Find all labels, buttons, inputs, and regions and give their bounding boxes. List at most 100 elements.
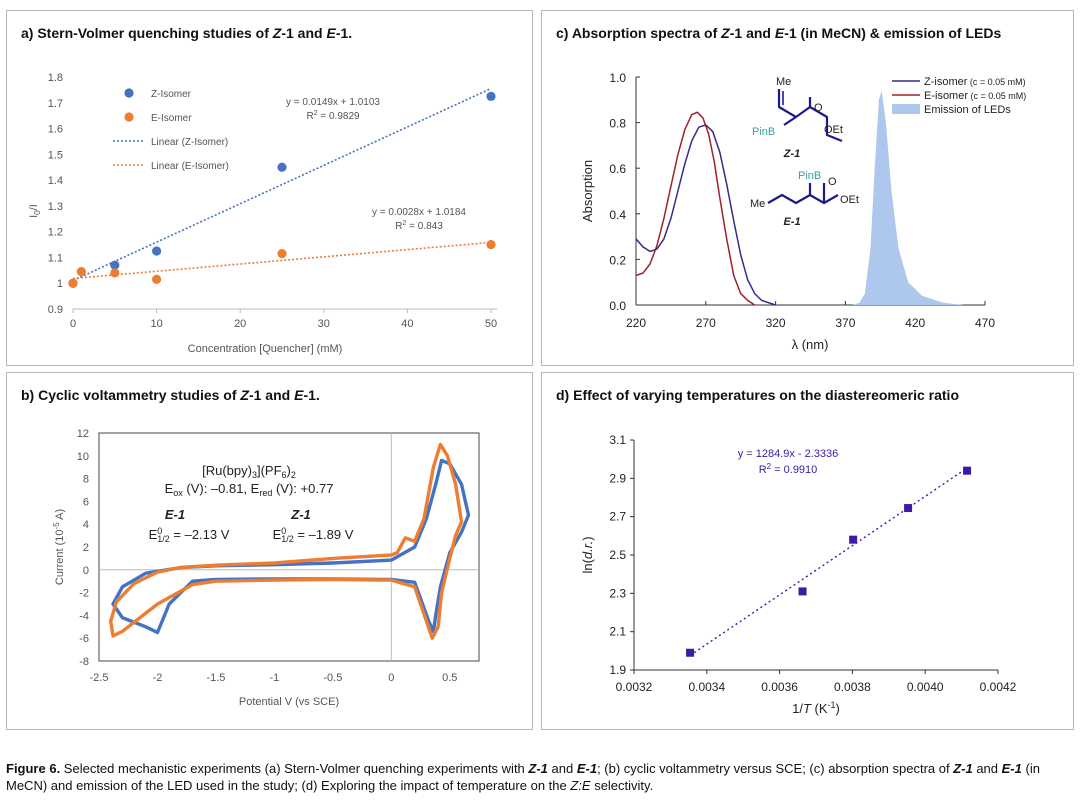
panel-b: b) Cyclic voltammetry studies of Z-1 and… (6, 372, 533, 730)
eq-z: y = 0.0149x + 1.0103 (286, 97, 380, 108)
rest: (V): +0.77 (272, 481, 333, 496)
legend-label: Linear (E-Isomer) (151, 161, 229, 172)
sub: ox (173, 488, 183, 498)
y-tick-label: 1.5 (48, 149, 63, 161)
x-tick-label: -0.5 (323, 672, 342, 684)
y-tick-label: 0.2 (609, 253, 626, 267)
fit-line-e (72, 241, 492, 280)
y-tick-label: 1.9 (609, 663, 626, 677)
chart-b: -8 -6 -4 -2 0 2 4 6 8 10 12 -2.5 -2 -1.5 -1 -0.5 0 0.5 Pot… (52, 428, 480, 708)
x-tick-label: -1.5 (206, 672, 225, 684)
caption-z1: Z-1 (528, 761, 548, 776)
z1-name: Z-1 (783, 148, 801, 160)
panel-a-title: a) Stern-Volmer quenching studies of Z-1… (21, 25, 353, 41)
caption-text-3: (in MeCN) and emission of the LED used i… (6, 761, 1040, 793)
y-axis-label: Current (10-5 A) (52, 509, 66, 585)
y-tick-label: -6 (79, 633, 89, 645)
annot-ru-line2: Eox (V): –0.81, Ered (V): +0.77 (165, 481, 334, 498)
x-tick-label: 270 (696, 316, 716, 330)
legend-label-cond: (c = 0.05 mM) (967, 77, 1025, 87)
x-tick-label: 10 (150, 318, 162, 330)
y-tick-label: 1.2 (48, 227, 63, 239)
spectrum-z-isomer (635, 124, 776, 306)
close: ) (836, 701, 840, 716)
e1-o: O (828, 176, 837, 188)
rest: ) (287, 463, 291, 478)
data-point (904, 504, 913, 513)
legend-label: Z-isomer (c = 0.05 mM) (924, 76, 1026, 88)
rest: = 0.9910 (771, 464, 817, 476)
y-tick-label: 1 (57, 278, 63, 290)
y-tick-label: -8 (79, 656, 89, 668)
sup: 2 (314, 110, 318, 117)
annot-z1-value: E0 1/2 = –1.89 V (273, 526, 354, 544)
panel-b-title: b) Cyclic voltammetry studies of Z-1 and… (21, 387, 320, 403)
data-point (849, 535, 858, 544)
x-tick-label: 40 (401, 318, 413, 330)
plot-frame (98, 432, 480, 662)
e1-me: Me (750, 198, 765, 210)
y-tick-label: 6 (83, 496, 89, 508)
data-point-e (68, 278, 78, 288)
legend-marker (124, 88, 134, 98)
x-tick-label: 470 (975, 316, 995, 330)
sup: 0 (157, 526, 162, 536)
annot-e1-value: E0 1/2 = –2.13 V (149, 526, 230, 544)
sub: 3 (252, 470, 257, 480)
sup: 2 (767, 462, 772, 471)
x-axis-label: Concentration [Quencher] (mM) (188, 343, 343, 355)
dr: d.r. (580, 541, 595, 559)
y-axis-label-sub: 0 (33, 210, 42, 215)
r2-z: R2 = 0.9829 (306, 110, 360, 122)
led-emission-area (852, 90, 965, 305)
x-tick-label: 30 (318, 318, 330, 330)
caption-text-4: selectivity. (590, 778, 654, 793)
caption-and-2: and (972, 761, 1002, 776)
sup: -1 (828, 700, 836, 710)
annot-z1-label: Z-1 (290, 507, 311, 522)
x-tick-label: 420 (905, 316, 925, 330)
data-point-e (277, 248, 287, 259)
y-tick-label: 0.4 (609, 208, 626, 222)
caption-figure-label: Figure 6. (6, 761, 61, 776)
x-tick-label: 0.0034 (688, 680, 725, 694)
y-tick-label: -2 (79, 588, 89, 600)
data-point-z (277, 162, 287, 172)
rest: ](PF (257, 463, 282, 478)
rest: = 0.843 (406, 221, 443, 232)
z1-me: Me (776, 76, 791, 88)
y-tick-label: 3.1 (609, 433, 626, 447)
data-point-e (486, 239, 496, 250)
e1-pinb: PinB (798, 170, 821, 182)
sub: 2 (291, 470, 296, 480)
y-tick-label: 0.0 (609, 299, 626, 313)
y-tick-label: 1.4 (48, 175, 63, 187)
x-tick-label: 0.5 (442, 672, 457, 684)
y-tick-label: 2.1 (609, 625, 626, 639)
panel-d-title: d) Effect of varying temperatures on the… (556, 387, 959, 403)
z1-o: O (814, 102, 823, 114)
x-tick-label: 50 (485, 318, 497, 330)
spectrum-e-isomer (635, 111, 756, 306)
legend-label: Z-Isomer (151, 89, 192, 100)
y-tick-label: 2.7 (609, 510, 626, 524)
panel-d: d) Effect of varying temperatures on the… (541, 372, 1074, 730)
r2-e: R2 = 0.843 (395, 220, 443, 232)
x-tick-label: 0 (388, 672, 394, 684)
legend-label: E-isomer (c = 0.05 mM) (924, 90, 1026, 102)
y-tick-label: 1.6 (48, 124, 63, 136)
x-tick-label: -1 (269, 672, 279, 684)
y-tick-label: 0.6 (609, 162, 626, 176)
sup: 2 (402, 220, 406, 227)
x-tick-label: 20 (234, 318, 246, 330)
sub: 1/2 (281, 534, 294, 544)
data-point (798, 587, 807, 596)
cv-trace-orange (109, 442, 464, 640)
y-tick-label: 8 (83, 474, 89, 486)
data-point-z (486, 91, 496, 101)
legend-label-cond: (c = 0.05 mM) (968, 91, 1026, 101)
y-tick-label: 1.1 (48, 252, 63, 264)
annot-e1-label: E-1 (165, 507, 185, 522)
y-axis-label-rest: /I (28, 204, 40, 210)
y-tick-label: 2.5 (609, 548, 626, 562)
